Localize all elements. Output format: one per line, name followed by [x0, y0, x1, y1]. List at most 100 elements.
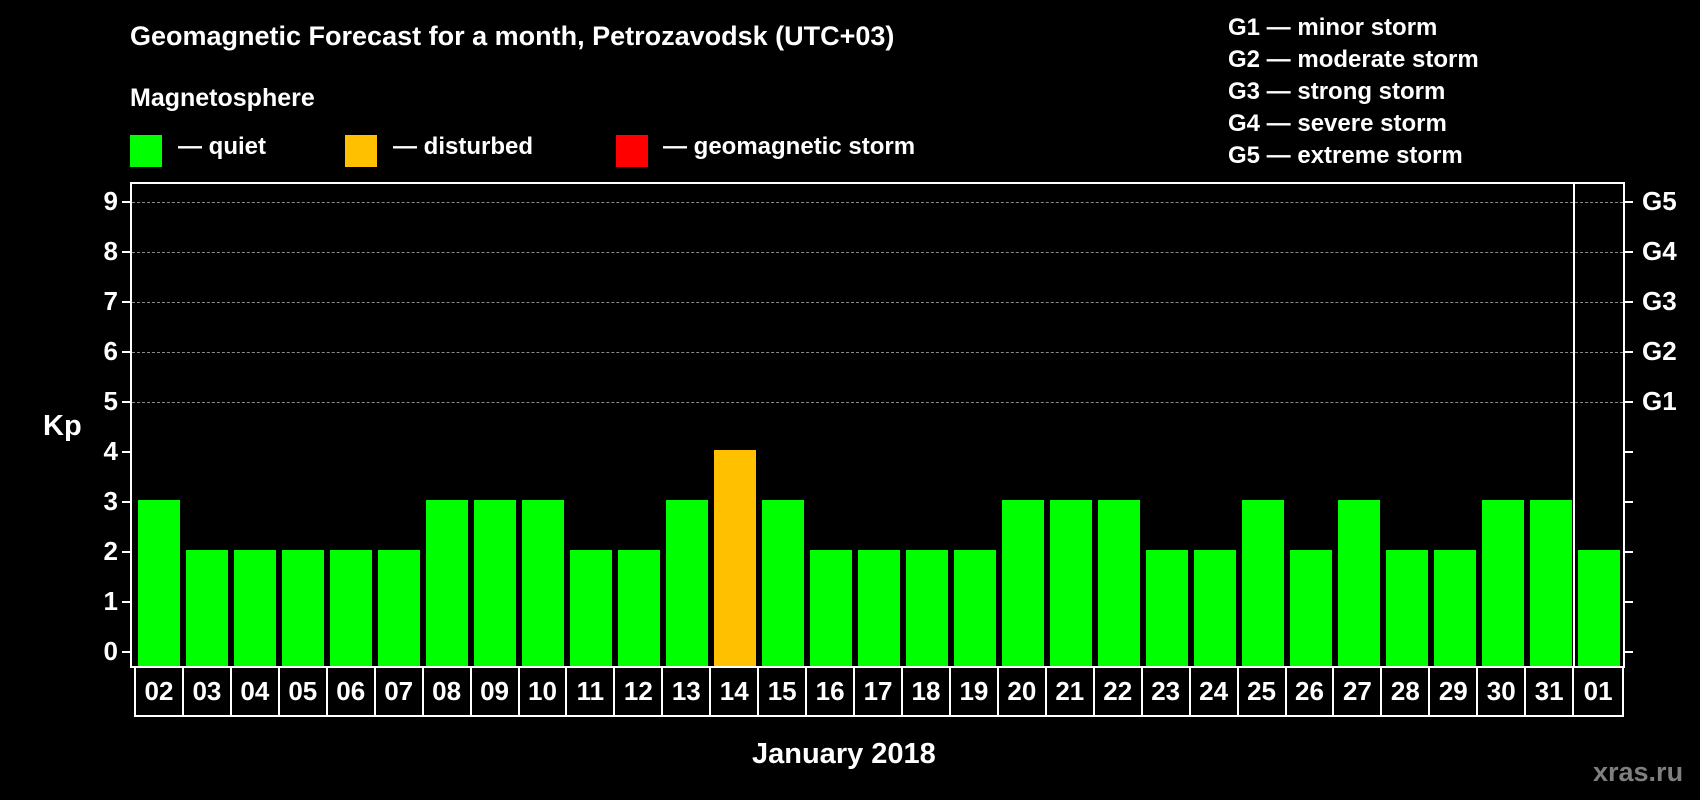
date-label: 20	[999, 667, 1047, 715]
bar-26	[1290, 550, 1332, 666]
date-axis: 02 03 04 05 06 07 08 09 10 11 12 13 14 15 16 17 18 19 20 21…	[134, 667, 1624, 717]
date-label: 11	[567, 667, 616, 715]
bar-11	[570, 550, 612, 666]
date-label: 21	[1047, 667, 1095, 715]
legend-label-storm: — geomagnetic storm	[663, 133, 916, 160]
g-tick	[1624, 601, 1633, 603]
date-label: 30	[1478, 667, 1527, 715]
plot-area	[130, 182, 1625, 668]
bar-16	[810, 550, 852, 666]
g-tick-label: G3	[1642, 286, 1677, 316]
bar-08	[426, 500, 468, 666]
g-tick-label: G2	[1642, 336, 1677, 366]
g-tick	[1624, 401, 1633, 403]
legend-swatch-storm	[616, 135, 648, 167]
y-tick-label: 5	[103, 386, 118, 416]
gridline	[132, 252, 1623, 253]
date-label: 17	[855, 667, 903, 715]
bar-19	[954, 550, 996, 666]
g-scale-item: G4 — severe storm	[1228, 110, 1447, 137]
legend-label-quiet: — quiet	[178, 133, 266, 160]
section-label: Magnetosphere	[130, 84, 315, 112]
y-tick-label: 3	[103, 486, 118, 516]
g-tick	[1624, 351, 1633, 353]
month-divider	[1573, 184, 1575, 666]
date-label: 03	[184, 667, 232, 715]
bar-15	[762, 500, 804, 666]
g-tick	[1624, 551, 1633, 553]
y-tick-label: 1	[103, 586, 118, 616]
y-tick-label: 6	[103, 336, 118, 366]
bar-27	[1338, 500, 1380, 666]
date-label: 24	[1191, 667, 1239, 715]
legend-swatch-quiet	[130, 135, 162, 167]
y-tick-label: 0	[103, 636, 118, 666]
date-label: 06	[328, 667, 376, 715]
y-tick	[122, 501, 131, 503]
bar-23	[1146, 550, 1188, 666]
y-tick-label: 7	[103, 286, 118, 316]
bar-03	[186, 550, 228, 666]
bar-25	[1242, 500, 1284, 666]
date-label: 04	[232, 667, 280, 715]
date-label: 28	[1382, 667, 1431, 715]
date-label: 07	[376, 667, 424, 715]
legend-label-disturbed: — disturbed	[393, 133, 534, 160]
date-label: 08	[424, 667, 472, 715]
y-tick	[122, 451, 131, 453]
gridline	[132, 402, 1623, 403]
gridline	[132, 202, 1623, 203]
y-tick	[122, 551, 131, 553]
date-label: 29	[1430, 667, 1479, 715]
date-label: 31	[1526, 667, 1575, 715]
g-tick	[1624, 451, 1633, 453]
bar-10	[522, 500, 564, 666]
legend-swatch-disturbed	[345, 135, 377, 167]
watermark: xras.ru	[1593, 757, 1684, 787]
g-tick	[1624, 301, 1633, 303]
date-label: 18	[903, 667, 951, 715]
date-label: 12	[615, 667, 664, 715]
g-tick	[1624, 651, 1633, 653]
g-tick	[1624, 251, 1633, 253]
bar-06	[330, 550, 372, 666]
g-scale-item: G5 — extreme storm	[1228, 142, 1463, 169]
y-tick	[122, 301, 131, 303]
bar-20	[1002, 500, 1044, 666]
g-tick	[1624, 501, 1633, 503]
y-tick-label: 8	[103, 236, 118, 266]
bar-12	[618, 550, 660, 666]
bar-04	[234, 550, 276, 666]
g-scale-item: G3 — strong storm	[1228, 78, 1446, 105]
y-tick	[122, 651, 131, 653]
bar-09	[474, 500, 516, 666]
g-tick-label: G4	[1642, 236, 1677, 266]
bar-21	[1050, 500, 1092, 666]
bar-29	[1434, 550, 1476, 666]
y-tick	[122, 601, 131, 603]
y-tick	[122, 401, 131, 403]
y-tick	[122, 251, 131, 253]
bar-18	[906, 550, 948, 666]
gridline	[132, 352, 1623, 353]
bar-05	[282, 550, 324, 666]
gridline	[132, 302, 1623, 303]
date-label: 13	[663, 667, 712, 715]
date-label: 25	[1239, 667, 1287, 715]
date-label: 16	[807, 667, 856, 715]
y-tick-label: 4	[103, 436, 118, 466]
bar-07	[378, 550, 420, 666]
g-scale-item: G1 — minor storm	[1228, 14, 1438, 41]
g-tick	[1624, 201, 1633, 203]
bar-24	[1194, 550, 1236, 666]
bar-13	[666, 500, 708, 666]
date-label: 22	[1095, 667, 1143, 715]
bar-31	[1530, 500, 1572, 666]
y-axis-label: Kp	[43, 410, 82, 442]
x-axis-label: January 2018	[752, 738, 936, 770]
date-label: 10	[520, 667, 568, 715]
g-tick-label: G1	[1642, 386, 1677, 416]
date-label: 26	[1287, 667, 1335, 715]
chart-title: Geomagnetic Forecast for a month, Petroz…	[130, 21, 895, 51]
y-tick-label: 2	[103, 536, 118, 566]
